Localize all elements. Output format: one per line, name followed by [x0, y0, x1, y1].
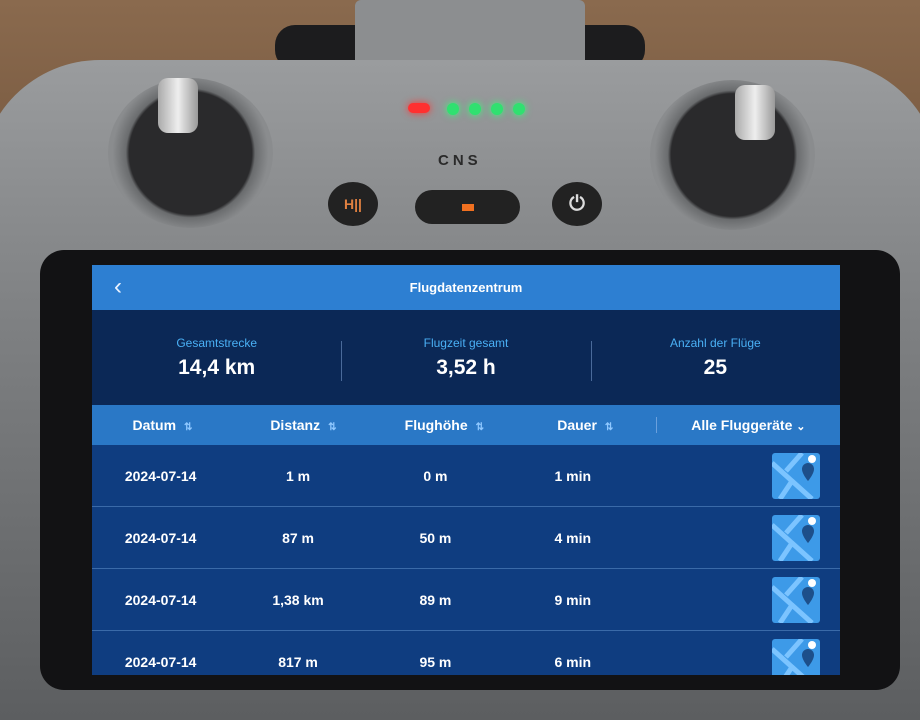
- map-cell: [641, 452, 840, 499]
- cell-distance: 1,38 km: [272, 591, 324, 608]
- cell-duration: 9 min: [554, 591, 592, 608]
- device-filter-dropdown[interactable]: Alle Fluggeräte ⌄: [655, 417, 840, 433]
- stat-label: Flugzeit gesamt: [423, 335, 509, 350]
- stat-label: Anzahl der Flüge: [669, 335, 761, 350]
- page-title: Flugdatenzentrum: [409, 280, 523, 295]
- cell-duration: 1 min: [554, 467, 592, 484]
- cell-distance: 87 m: [282, 529, 314, 546]
- column-label: Distanz: [270, 417, 321, 433]
- flight-list: 2024-07-14 1 m 0 m 1 min 2024-07-14 87 m 50 m 4…: [92, 445, 840, 675]
- column-height[interactable]: Flughöhe ⇅: [374, 417, 515, 433]
- stat-flight-count: Anzahl der Flüge 25: [590, 335, 840, 381]
- cell-date: 2024-07-14: [124, 529, 197, 546]
- title-bar: ‹ Flugdatenzentrum: [92, 265, 840, 310]
- stat-total-distance: Gesamtstrecke 14,4 km: [92, 336, 341, 380]
- flight-map-icon[interactable]: [772, 514, 820, 561]
- sort-icon: ⇅: [184, 422, 193, 433]
- column-distance[interactable]: Distanz ⇅: [233, 417, 374, 433]
- summary-stats: Gesamtstrecke 14,4 km Flugzeit gesamt 3,…: [92, 310, 840, 405]
- battery-led: [491, 103, 503, 115]
- battery-led: [447, 103, 459, 115]
- stat-value: 3,52 h: [436, 355, 496, 379]
- sort-icon: ⇅: [475, 422, 485, 433]
- back-chevron-icon[interactable]: ‹: [114, 273, 122, 300]
- cell-duration: 6 min: [554, 653, 592, 670]
- cell-distance: 1 m: [285, 467, 311, 484]
- map-cell: [641, 514, 840, 561]
- sort-icon: ⇅: [328, 422, 337, 433]
- column-label: Datum: [132, 417, 177, 433]
- column-duration[interactable]: Dauer ⇅: [515, 417, 656, 433]
- cell-duration: 4 min: [554, 529, 592, 546]
- flight-map-icon[interactable]: [772, 452, 820, 499]
- right-joystick[interactable]: [735, 85, 775, 140]
- status-led-red: [408, 103, 430, 113]
- sort-icon: ⇅: [604, 422, 614, 433]
- flight-row[interactable]: 2024-07-14 817 m 95 m 6 min: [92, 631, 840, 675]
- flight-row[interactable]: 2024-07-14 1 m 0 m 1 min: [92, 445, 840, 507]
- mode-indicator: [461, 203, 474, 211]
- cell-date: 2024-07-14: [124, 653, 197, 670]
- flight-data-screen: ‹ Flugdatenzentrum Gesamtstrecke 14,4 km…: [92, 265, 840, 675]
- cell-date: 2024-07-14: [124, 467, 197, 484]
- power-button[interactable]: ⏻: [552, 182, 602, 226]
- flight-mode-labels: CNS: [438, 152, 482, 169]
- cell-height: 50 m: [419, 529, 452, 546]
- map-cell: [641, 576, 840, 623]
- left-joystick[interactable]: [158, 78, 198, 133]
- column-date[interactable]: Datum ⇅: [92, 417, 233, 433]
- column-label: Flughöhe: [404, 417, 468, 433]
- battery-led: [513, 103, 525, 115]
- flight-row[interactable]: 2024-07-14 1,38 km 89 m 9 min: [92, 569, 840, 631]
- stat-total-flight-time: Flugzeit gesamt 3,52 h: [341, 335, 590, 381]
- map-cell: [641, 638, 840, 675]
- stat-value: 14,4 km: [178, 355, 256, 379]
- chevron-down-icon: ⌄: [796, 421, 806, 433]
- pause-label: H||: [344, 196, 362, 212]
- right-stick-well: [650, 80, 815, 230]
- stat-value: 25: [703, 355, 727, 379]
- cell-date: 2024-07-14: [124, 591, 197, 608]
- flight-mode-switch[interactable]: [415, 190, 520, 224]
- stat-label: Gesamtstrecke: [176, 335, 258, 350]
- cell-height: 89 m: [419, 591, 452, 608]
- cell-height: 0 m: [423, 467, 448, 484]
- column-label: Dauer: [557, 417, 597, 433]
- device-filter-label: Alle Fluggeräte: [691, 417, 793, 433]
- flight-map-icon[interactable]: [772, 638, 820, 675]
- cell-height: 95 m: [419, 653, 452, 670]
- cell-distance: 817 m: [278, 653, 318, 670]
- flight-map-icon[interactable]: [772, 576, 820, 623]
- battery-led: [469, 103, 481, 115]
- pause-button[interactable]: H||: [328, 182, 378, 226]
- power-icon: ⏻: [569, 192, 585, 215]
- table-header: Datum ⇅ Distanz ⇅ Flughöhe ⇅ Dauer ⇅ Alle Fl…: [92, 405, 840, 445]
- flight-row[interactable]: 2024-07-14 87 m 50 m 4 min: [92, 507, 840, 569]
